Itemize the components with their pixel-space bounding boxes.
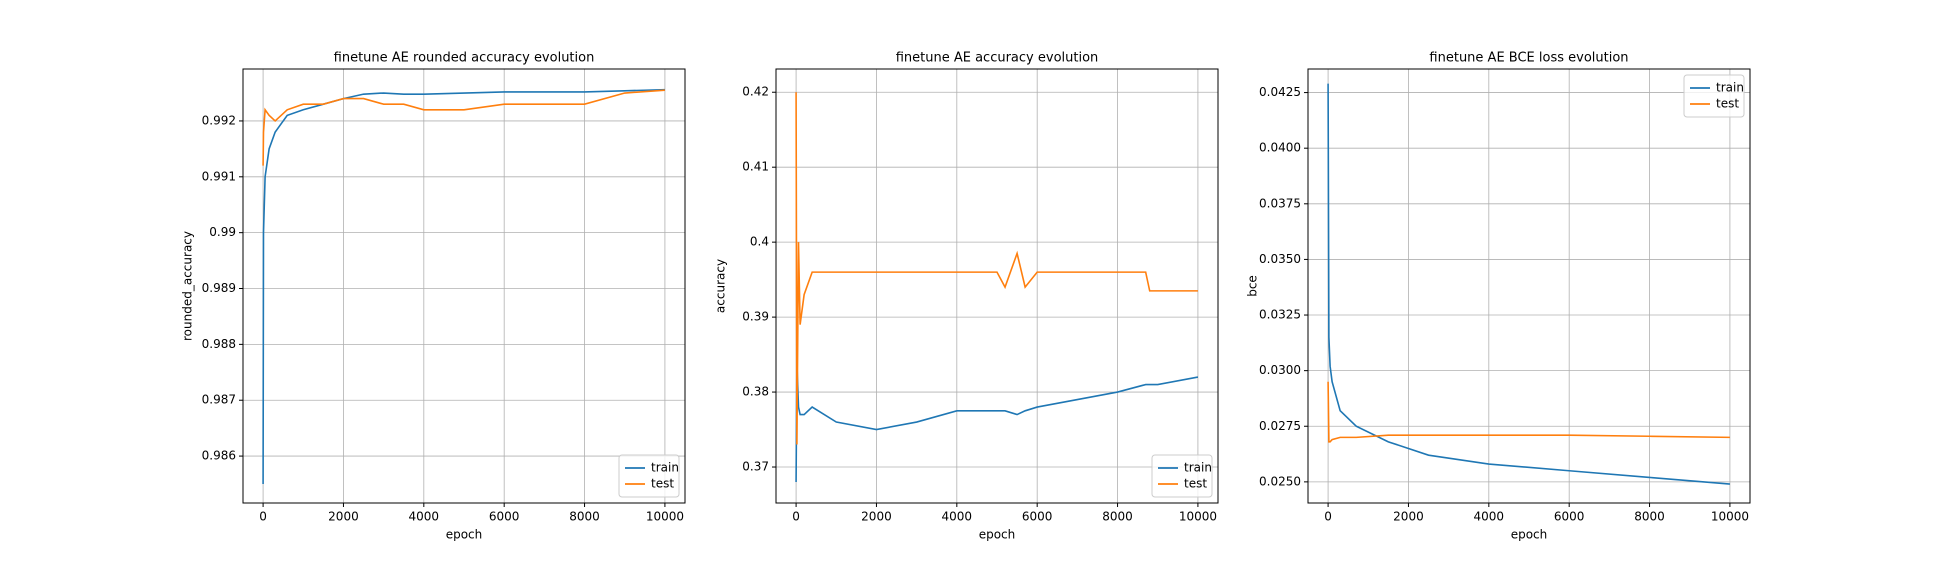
- y-tick-label: 0.42: [742, 85, 769, 99]
- y-axis-label: rounded_accuracy: [181, 231, 195, 341]
- x-tick-label: 6000: [1022, 510, 1053, 524]
- x-tick-label: 8000: [569, 510, 600, 524]
- y-tick-label: 0.986: [202, 449, 236, 463]
- y-tick-label: 0.38: [742, 385, 769, 399]
- y-tick-label: 0.0350: [1259, 252, 1301, 266]
- y-tick-label: 0.41: [742, 160, 769, 174]
- y-axis-label: bce: [1246, 275, 1260, 297]
- y-tick-label: 0.0275: [1259, 419, 1301, 433]
- y-tick-label: 0.989: [202, 281, 236, 295]
- x-tick-label: 4000: [1474, 510, 1505, 524]
- x-tick-label: 10000: [646, 510, 684, 524]
- subplot: 0 2000 4000 6000 8000 10000 0.986 0.987 0.988 0.9…: [181, 51, 686, 542]
- axes-frame: [1307, 68, 1751, 504]
- x-tick-label: 4000: [942, 510, 973, 524]
- y-tick-label: 0.99: [209, 225, 236, 239]
- x-tick-label: 2000: [861, 510, 892, 524]
- x-tick-label: 2000: [328, 510, 359, 524]
- axes-frame: [242, 68, 686, 504]
- legend-label: train: [651, 461, 679, 475]
- y-tick-label: 0.991: [202, 169, 236, 183]
- data-line: [795, 362, 1199, 483]
- x-tick-label: 8000: [1634, 510, 1665, 524]
- x-axis-label: epoch: [979, 528, 1016, 542]
- legend-box: [618, 454, 680, 498]
- x-tick-label: 10000: [1711, 510, 1749, 524]
- y-tick-label: 0.992: [202, 113, 236, 127]
- y-tick-label: 0.0375: [1259, 196, 1301, 210]
- y-tick-label: 0.987: [202, 393, 236, 407]
- subplot: 0 2000 4000 6000 8000 10000 0.37 0.38 0.39 0.4 0.4…: [714, 51, 1219, 542]
- chart-title: finetune AE accuracy evolution: [896, 51, 1099, 66]
- y-tick-label: 0.0325: [1259, 308, 1301, 322]
- data-line: [1327, 83, 1730, 485]
- data-line: [262, 88, 665, 485]
- x-tick-label: 8000: [1102, 510, 1133, 524]
- data-line: [795, 92, 1198, 445]
- x-tick-label: 0: [792, 510, 800, 524]
- chart-title: finetune AE rounded accuracy evolution: [334, 51, 595, 66]
- subplot: 0 2000 4000 6000 8000 10000 0.0250 0.0275 0.0300…: [1246, 51, 1751, 542]
- x-tick-label: 2000: [1393, 510, 1424, 524]
- chart-title: finetune AE BCE loss evolution: [1429, 51, 1628, 66]
- y-tick-label: 0.0400: [1259, 141, 1301, 155]
- legend-label: test: [1184, 477, 1207, 491]
- y-tick-label: 0.39: [742, 310, 769, 324]
- data-line: [262, 89, 665, 166]
- y-tick-label: 0.4: [750, 235, 769, 249]
- x-tick-label: 6000: [489, 510, 520, 524]
- x-tick-label: 10000: [1179, 510, 1217, 524]
- legend-label: train: [1716, 81, 1744, 95]
- legend-label: test: [1716, 97, 1739, 111]
- x-tick-label: 4000: [409, 510, 440, 524]
- y-axis-label: accuracy: [714, 259, 728, 313]
- x-tick-label: 6000: [1554, 510, 1585, 524]
- x-axis-label: epoch: [446, 528, 483, 542]
- y-tick-label: 0.988: [202, 337, 236, 351]
- legend-box: [1151, 454, 1213, 498]
- legend-label: test: [651, 477, 674, 491]
- y-tick-label: 0.0425: [1259, 85, 1301, 99]
- axes-frame: [775, 68, 1219, 504]
- legend-box: [1683, 74, 1745, 118]
- y-tick-label: 0.0300: [1259, 363, 1301, 377]
- legend-label: train: [1184, 461, 1212, 475]
- y-tick-label: 0.0250: [1259, 474, 1301, 488]
- y-tick-label: 0.37: [742, 460, 769, 474]
- x-tick-label: 0: [259, 510, 267, 524]
- x-axis-label: epoch: [1511, 528, 1548, 542]
- data-line: [1327, 381, 1730, 443]
- x-tick-label: 0: [1324, 510, 1332, 524]
